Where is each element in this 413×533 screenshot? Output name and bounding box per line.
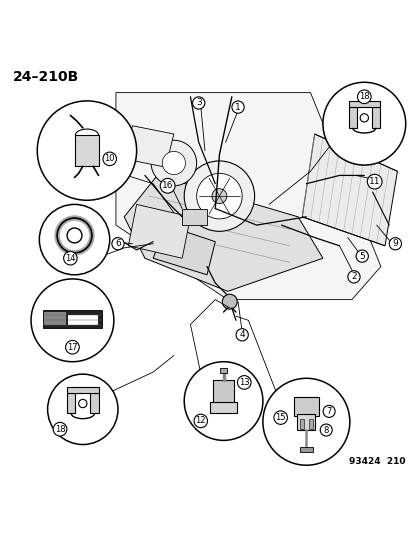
Circle shape bbox=[151, 140, 196, 186]
Text: 18: 18 bbox=[358, 92, 369, 101]
Text: 18: 18 bbox=[55, 425, 65, 434]
Bar bbox=[67, 386, 98, 393]
Bar bbox=[182, 208, 206, 225]
Bar bbox=[210, 402, 236, 414]
Bar bbox=[293, 397, 318, 416]
Circle shape bbox=[196, 173, 242, 219]
Bar bbox=[371, 107, 379, 128]
Circle shape bbox=[39, 204, 109, 275]
Polygon shape bbox=[124, 175, 322, 292]
Bar bbox=[299, 419, 303, 429]
Text: 93424  210: 93424 210 bbox=[349, 457, 405, 466]
Polygon shape bbox=[128, 204, 190, 258]
Text: 6: 6 bbox=[115, 239, 121, 248]
Circle shape bbox=[359, 114, 368, 122]
Text: 5: 5 bbox=[358, 252, 364, 261]
Bar bbox=[68, 314, 98, 319]
Text: 16: 16 bbox=[161, 181, 173, 190]
Text: 12: 12 bbox=[195, 416, 206, 425]
Bar bbox=[348, 107, 356, 128]
Text: 10: 10 bbox=[104, 155, 115, 163]
Bar bbox=[348, 101, 379, 107]
Circle shape bbox=[322, 82, 405, 165]
Bar bbox=[90, 393, 98, 414]
Text: 24–210B: 24–210B bbox=[12, 70, 78, 84]
Text: 9: 9 bbox=[392, 239, 397, 248]
Text: 15: 15 bbox=[275, 413, 285, 422]
Bar bbox=[220, 368, 226, 373]
Text: 11: 11 bbox=[368, 177, 380, 186]
Text: 8: 8 bbox=[323, 425, 328, 434]
Bar bbox=[213, 381, 233, 403]
Bar bbox=[68, 319, 98, 325]
Text: 13: 13 bbox=[238, 378, 249, 387]
Circle shape bbox=[184, 161, 254, 231]
Polygon shape bbox=[301, 134, 396, 246]
Bar bbox=[297, 414, 315, 430]
Text: 4: 4 bbox=[239, 330, 244, 340]
Text: 14: 14 bbox=[65, 254, 76, 263]
Polygon shape bbox=[124, 126, 173, 167]
Bar bbox=[67, 393, 75, 414]
Circle shape bbox=[31, 279, 114, 362]
Polygon shape bbox=[153, 225, 215, 275]
Text: 17: 17 bbox=[67, 343, 78, 352]
Text: 1: 1 bbox=[235, 103, 240, 111]
Bar bbox=[43, 310, 102, 328]
Circle shape bbox=[184, 362, 262, 440]
Bar bbox=[44, 312, 66, 325]
Circle shape bbox=[222, 294, 237, 309]
Circle shape bbox=[211, 189, 226, 204]
Bar bbox=[308, 419, 312, 429]
Bar bbox=[75, 135, 98, 166]
Circle shape bbox=[78, 399, 87, 408]
Circle shape bbox=[57, 218, 92, 253]
Text: 7: 7 bbox=[326, 407, 331, 416]
Text: 3: 3 bbox=[195, 99, 201, 108]
Polygon shape bbox=[116, 93, 380, 300]
Text: 2: 2 bbox=[350, 272, 356, 281]
Circle shape bbox=[47, 374, 118, 445]
Bar bbox=[299, 447, 312, 451]
Circle shape bbox=[162, 151, 185, 175]
Circle shape bbox=[262, 378, 349, 465]
Circle shape bbox=[37, 101, 136, 200]
